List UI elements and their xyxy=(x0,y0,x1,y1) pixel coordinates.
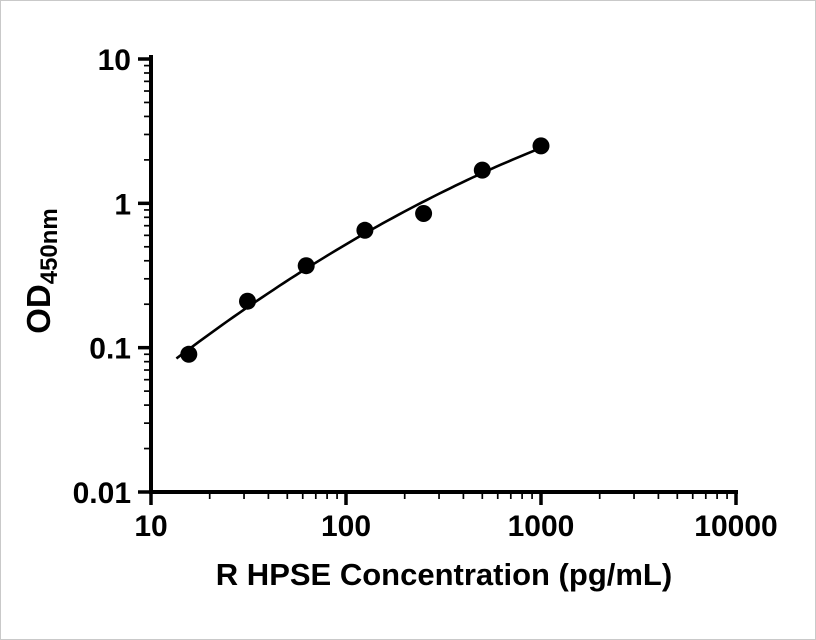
data-point xyxy=(356,221,374,239)
x-tick-label: 1000 xyxy=(508,510,575,543)
data-point xyxy=(415,205,433,222)
y-tick-label: 10 xyxy=(98,44,131,77)
y-tick-label: 0.1 xyxy=(89,333,131,366)
data-point xyxy=(473,161,491,179)
data-point xyxy=(180,345,198,363)
y-tick-label: 0.01 xyxy=(73,477,131,510)
axes-frame xyxy=(149,55,738,494)
y-axis-title-main: OD xyxy=(20,284,57,334)
x-tick-label: 100 xyxy=(321,510,371,543)
data-point xyxy=(297,257,315,275)
data-point xyxy=(239,292,256,310)
x-tick-label: 10000 xyxy=(694,510,777,543)
standard-curve-line xyxy=(175,146,542,360)
data-point xyxy=(532,137,550,155)
x-tick-label: 10 xyxy=(134,510,167,543)
y-axis-title-sub: 450nm xyxy=(36,208,63,285)
x-axis-title: R HPSE Concentration (pg/mL) xyxy=(215,557,673,592)
y-tick-label: 1 xyxy=(114,188,131,221)
y-axis-title: OD450nm xyxy=(20,208,64,334)
